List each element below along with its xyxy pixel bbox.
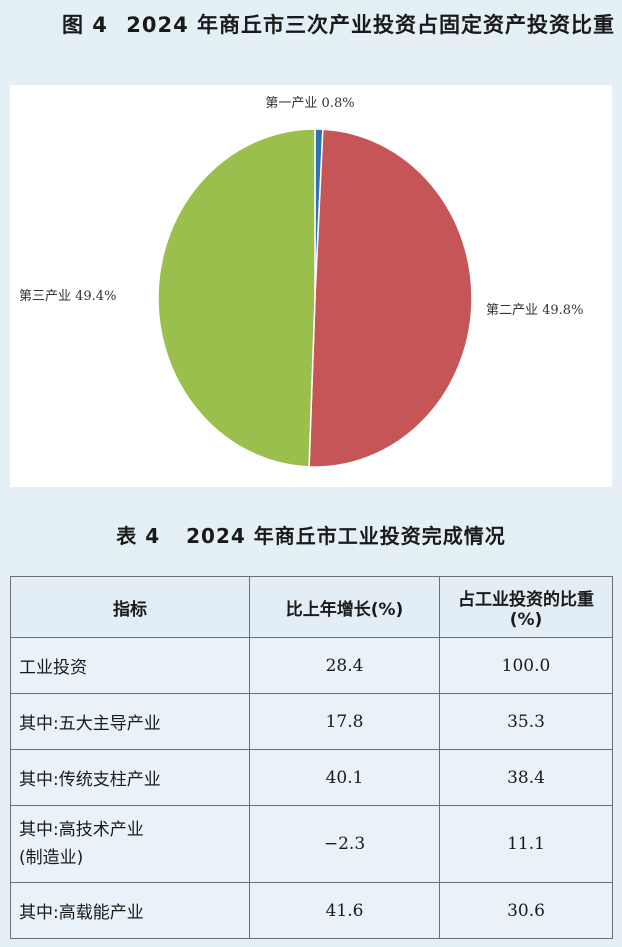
row-name: 其中:高技术产业 (制造业) (10, 805, 250, 883)
pie-label-third: 第三产业 49.4% (19, 289, 116, 304)
row-share: 11.1 (439, 805, 613, 883)
row-name-line1: 其中:高技术产业 (19, 820, 144, 840)
row-name: 其中:高载能产业 (10, 882, 250, 939)
pie-chart-panel: 第一产业 0.8% 第二产业 49.8% 第三产业 49.4% (10, 85, 612, 487)
table-title: 表 4 2024 年商丘市工业投资完成情况 (0, 520, 622, 549)
pie-label-first: 第一产业 0.8% (265, 96, 354, 111)
table-header-row: 指标 比上年增长(%) 占工业投资的比重(%) (10, 576, 613, 638)
pie-label-second: 第二产业 49.8% (486, 303, 583, 318)
table-row: 其中:高载能产业 41.6 30.6 (10, 882, 613, 939)
table-row: 其中:五大主导产业 17.8 35.3 (10, 693, 613, 750)
row-growth: −2.3 (249, 805, 440, 883)
row-share: 35.3 (439, 693, 613, 750)
figure-number: 图 4 (62, 13, 108, 37)
table-title-text: 2024 年商丘市工业投资完成情况 (186, 524, 506, 548)
row-name: 其中:传统支柱产业 (10, 749, 250, 806)
row-name-line2: (制造业) (19, 848, 84, 868)
row-growth: 40.1 (249, 749, 440, 806)
table-row: 工业投资 28.4 100.0 (10, 637, 613, 694)
header-growth: 比上年增长(%) (249, 576, 440, 638)
pie-slice-third (157, 128, 316, 468)
row-share: 38.4 (439, 749, 613, 806)
table-row: 其中:传统支柱产业 40.1 38.4 (10, 749, 613, 806)
table-row: 其中:高技术产业 (制造业) −2.3 11.1 (10, 805, 613, 883)
row-growth: 17.8 (249, 693, 440, 750)
figure-title: 图 4 2024 年商丘市三次产业投资占固定资产投资比重 (10, 10, 616, 40)
pie-chart: 第一产业 0.8% 第二产业 49.8% 第三产业 49.4% (19, 96, 583, 468)
row-share: 30.6 (439, 882, 613, 939)
row-growth: 28.4 (249, 637, 440, 694)
row-name: 其中:五大主导产业 (10, 693, 250, 750)
row-share: 100.0 (439, 637, 613, 694)
header-indicator: 指标 (10, 576, 250, 638)
table-number: 表 4 (116, 524, 161, 548)
header-share: 占工业投资的比重(%) (439, 576, 613, 638)
row-name: 工业投资 (10, 637, 250, 694)
investment-table: 指标 比上年增长(%) 占工业投资的比重(%) 工业投资 28.4 100.0 … (10, 576, 613, 939)
figure-title-text: 2024 年商丘市三次产业投资占固定资产投资比重 (126, 13, 616, 37)
row-growth: 41.6 (249, 882, 440, 939)
pie-slice-second (308, 128, 473, 468)
